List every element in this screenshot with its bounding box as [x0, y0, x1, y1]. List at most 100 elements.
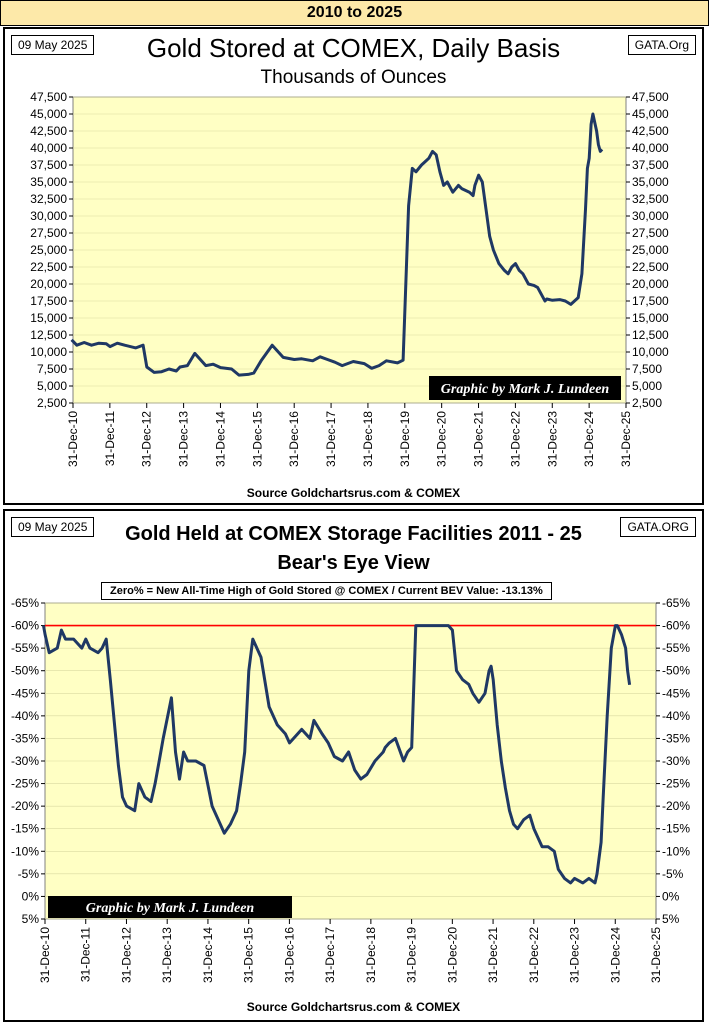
y-tick-label: -20% [11, 799, 39, 813]
y-tick-label: 47,500 [30, 90, 67, 104]
period-header: 2010 to 2025 [0, 0, 709, 26]
series-line [70, 112, 604, 377]
y-tick-label: -25% [662, 777, 690, 791]
x-tick-label: 31-Dec-21 [486, 927, 500, 983]
x-tick-label: 31-Dec-20 [445, 927, 459, 983]
y-tick-label: 35,000 [632, 175, 669, 189]
x-tick-label: 31-Dec-11 [103, 411, 117, 466]
y-tick-label: 37,500 [632, 158, 669, 172]
x-tick-label: 31-Dec-14 [201, 927, 215, 983]
y-tick-label: 22,500 [632, 260, 669, 274]
chart-title: Gold Held at COMEX Storage Facilities 20… [125, 523, 582, 545]
y-tick-label: 10,000 [632, 345, 669, 359]
date-label: 09 May 2025 [11, 517, 95, 537]
y-tick-label: -45% [11, 686, 39, 700]
gata-badge: GATA.Org [627, 35, 696, 55]
chart-title: Gold Stored at COMEX, Daily Basis [146, 33, 561, 63]
chart-source: Source Goldchartsrus.com & COMEX [246, 1000, 461, 1014]
x-tick-label: 31-Dec-13 [177, 411, 191, 467]
y-tick-label: 7,500 [632, 362, 662, 376]
y-tick-label: 5,000 [37, 379, 67, 393]
chart-subtitle: Thousands of Ounces [260, 67, 447, 88]
y-tick-label: -50% [662, 664, 690, 678]
y-tick-label: -65% [662, 596, 690, 610]
credit-box: Graphic by Mark J. Lundeen [429, 376, 621, 400]
y-tick-label: 12,500 [30, 328, 67, 342]
x-tick-label: 31-Dec-10 [38, 927, 52, 983]
y-tick-label: -10% [662, 844, 690, 858]
bev-annotation: Zero% = New All-Time High of Gold Stored… [101, 582, 552, 600]
x-tick-label: 31-Dec-12 [140, 411, 154, 467]
y-tick-label: 40,000 [632, 141, 669, 155]
chart-subtitle: Bear's Eye View [277, 552, 430, 574]
y-tick-label: 27,500 [30, 226, 67, 240]
y-tick-label: -55% [11, 641, 39, 655]
x-tick-label: 31-Dec-22 [527, 927, 541, 983]
period-label: 2010 to 2025 [306, 4, 403, 21]
y-tick-label: 17,500 [632, 294, 669, 308]
y-tick-label: 15,000 [30, 311, 67, 325]
y-tick-label: -60% [11, 619, 39, 633]
comex-bev-chart: 5% 5% 0% 0% -5% -5% -10% -10% -15% -15% -20% -20% -2… [11, 596, 690, 983]
y-tick-label: 5,000 [632, 379, 662, 393]
comex-bev-panel: 5% 5% 0% 0% -5% -5% -10% -10% -15% -15% -20% -20% -2… [3, 509, 704, 1022]
x-tick-label: 31-Dec-15 [250, 411, 264, 467]
y-tick-label: -50% [11, 664, 39, 678]
y-tick-label: 25,000 [30, 243, 67, 257]
y-tick-label: -25% [11, 777, 39, 791]
y-tick-label: -40% [11, 709, 39, 723]
y-tick-label: 42,500 [632, 124, 669, 138]
comex-gold-stored-panel: 2,500 2,500 5,000 5,000 7,500 7,500 10,000 10,0… [3, 27, 704, 505]
y-tick-label: -35% [11, 731, 39, 745]
y-tick-label: -40% [662, 709, 690, 723]
chart-source: Source Goldchartsrus.com & COMEX [246, 486, 461, 500]
credit-text: Graphic by Mark J. Lundeen [86, 901, 255, 916]
comex-gold-stored-chart: 2,500 2,500 5,000 5,000 7,500 7,500 10,000 10,0… [30, 90, 669, 467]
x-tick-label: 31-Dec-19 [398, 411, 412, 467]
y-tick-label: 32,500 [632, 192, 669, 206]
x-tick-label: 31-Dec-10 [66, 411, 80, 467]
x-tick-label: 31-Dec-12 [119, 927, 133, 983]
y-tick-label: -30% [11, 754, 39, 768]
x-tick-label: 31-Dec-22 [508, 411, 522, 467]
credit-background [429, 376, 621, 400]
y-tick-label: 45,000 [632, 107, 669, 121]
y-tick-label: 2,500 [632, 396, 662, 410]
x-tick-label: 31-Dec-17 [324, 411, 338, 467]
x-tick-label: 31-Dec-13 [160, 927, 174, 983]
y-tick-label: 12,500 [632, 328, 669, 342]
y-tick-label: 42,500 [30, 124, 67, 138]
y-tick-label: -10% [11, 844, 39, 858]
x-tick-label: 31-Dec-11 [79, 927, 93, 982]
y-tick-label: 45,000 [30, 107, 67, 121]
y-tick-label: 20,000 [632, 277, 669, 291]
y-tick-label: 25,000 [632, 243, 669, 257]
y-tick-label: 15,000 [632, 311, 669, 325]
y-tick-label: 20,000 [30, 277, 67, 291]
y-tick-label: -35% [662, 731, 690, 745]
y-tick-label: 47,500 [632, 90, 669, 104]
y-tick-label: 22,500 [30, 260, 67, 274]
gata-badge: GATA.ORG [620, 517, 696, 537]
x-tick-label: 31-Dec-18 [361, 411, 375, 467]
y-tick-label: -45% [662, 686, 690, 700]
y-tick-label: -15% [11, 822, 39, 836]
x-tick-label: 31-Dec-19 [405, 927, 419, 983]
x-tick-label: 31-Dec-15 [242, 927, 256, 983]
y-tick-label: -5% [662, 867, 684, 881]
credit-box: Graphic by Mark J. Lundeen [48, 896, 292, 918]
y-tick-label: 0% [22, 889, 40, 903]
x-tick-label: 31-Dec-24 [608, 927, 622, 983]
y-tick-label: 30,000 [30, 209, 67, 223]
series-line [42, 624, 632, 885]
x-tick-label: 31-Dec-25 [619, 411, 633, 467]
y-tick-label: 40,000 [30, 141, 67, 155]
x-tick-label: 31-Dec-21 [472, 411, 486, 467]
y-tick-label: 5% [662, 912, 680, 926]
y-tick-label: -5% [18, 867, 40, 881]
y-tick-label: -55% [662, 641, 690, 655]
x-tick-label: 31-Dec-23 [545, 411, 559, 467]
y-tick-label: -60% [662, 619, 690, 633]
y-tick-label: 2,500 [37, 396, 67, 410]
y-tick-label: 30,000 [632, 209, 669, 223]
